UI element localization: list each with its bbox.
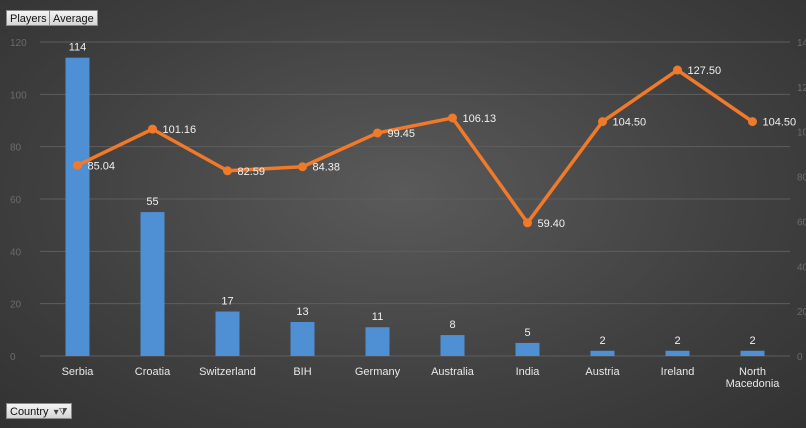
bar: [215, 311, 240, 356]
average-field-button[interactable]: Average: [49, 10, 98, 26]
average-data-label: 104.50: [613, 117, 647, 129]
average-point: [373, 128, 382, 138]
average-point: [748, 117, 757, 127]
category-label: Ireland: [661, 366, 695, 378]
y-left-tick-label: 40: [10, 247, 22, 258]
y-right-tick-label: 120: [797, 83, 806, 94]
country-field-label: Country: [10, 406, 49, 418]
bar: [440, 335, 465, 356]
average-data-label: 101.16: [163, 124, 197, 136]
players-field-button[interactable]: Players: [6, 10, 51, 26]
category-label: North: [739, 366, 766, 378]
category-label: Austria: [585, 366, 620, 378]
y-left-tick-label: 120: [10, 38, 27, 49]
y-right-tick-label: 60: [797, 217, 806, 228]
bar-data-label: 55: [146, 196, 158, 208]
y-right-tick-label: 40: [797, 262, 806, 273]
bar: [365, 327, 390, 356]
bar: [665, 350, 690, 356]
y-left-tick-label: 80: [10, 143, 22, 154]
bar-data-label: 8: [449, 319, 455, 331]
y-left-tick-label: 60: [10, 195, 22, 206]
average-point: [673, 65, 682, 75]
average-point: [223, 166, 232, 176]
category-label: BIH: [293, 366, 311, 378]
category-label: Serbia: [62, 366, 95, 378]
y-left-tick-label: 20: [10, 300, 22, 311]
average-point: [523, 218, 532, 228]
average-point: [598, 117, 607, 127]
category-label: Croatia: [135, 366, 171, 378]
bar: [65, 57, 90, 356]
average-data-label: 59.40: [538, 218, 566, 230]
y-left-tick-label: 100: [10, 90, 27, 101]
average-data-label: 99.45: [388, 128, 416, 140]
y-right-tick-label: 100: [797, 128, 806, 139]
bar-data-label: 2: [674, 335, 680, 347]
bar: [740, 350, 765, 356]
bar-data-label: 11: [372, 311, 383, 323]
average-point: [148, 124, 157, 134]
average-data-label: 106.13: [463, 113, 497, 125]
category-label: Macedonia: [726, 378, 781, 390]
country-field-button[interactable]: Country ▾⧩: [6, 403, 72, 419]
y-right-tick-label: 0: [797, 352, 803, 363]
bar-data-label: 17: [221, 296, 233, 308]
y-right-tick-label: 80: [797, 173, 806, 184]
y-right-tick-label: 20: [797, 307, 806, 318]
bar-data-label: 2: [599, 335, 605, 347]
average-point: [73, 160, 82, 170]
y-right-tick-label: 140: [797, 38, 806, 49]
category-label: Germany: [355, 366, 401, 378]
average-data-label: 82.59: [238, 166, 266, 178]
average-line: [75, 68, 755, 225]
category-label: Australia: [431, 366, 475, 378]
bar-data-label: 13: [296, 306, 308, 318]
bar: [590, 350, 615, 356]
category-label: Switzerland: [199, 366, 256, 378]
category-label: India: [516, 366, 541, 378]
bar: [515, 342, 540, 356]
average-data-label: 104.50: [763, 117, 797, 129]
bar: [290, 321, 315, 356]
average-data-label: 85.04: [88, 160, 116, 172]
y-left-tick-label: 0: [10, 352, 16, 363]
dropdown-filter-icon: ▾⧩: [53, 407, 68, 418]
average-point: [448, 113, 457, 123]
average-point: [298, 162, 307, 172]
bar: [140, 212, 165, 356]
bar-data-label: 2: [749, 335, 755, 347]
bar-data-label: 5: [524, 327, 530, 339]
average-data-label: 127.50: [688, 65, 722, 77]
bar-data-label: 114: [69, 42, 87, 54]
average-data-label: 84.38: [313, 162, 341, 174]
